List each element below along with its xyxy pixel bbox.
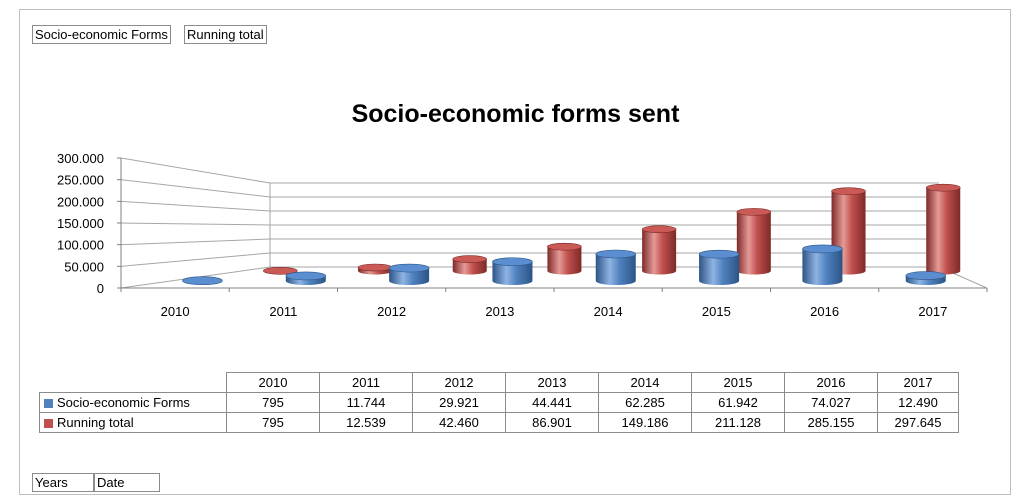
table-cell: 62.285: [598, 392, 692, 413]
gridline: [120, 252, 271, 267]
legend-swatch-red: [44, 419, 53, 428]
x-tick-label: 2014: [594, 304, 623, 319]
data-table-row: Socio-economic Forms 795 11.744 29.921 4…: [39, 392, 959, 413]
x-tick-label: 2011: [269, 304, 297, 319]
bar-socio-economic-forms: [699, 254, 740, 285]
bar-running-total-top: [831, 187, 866, 195]
data-table: 2010 2011 2012 2013 2014 2015 2016 2017 …: [39, 372, 959, 433]
table-cell: 29.921: [412, 392, 506, 413]
x-tick-label: 2015: [702, 304, 731, 319]
table-cell: 285.155: [784, 412, 878, 433]
table-cell: 61.942: [691, 392, 785, 413]
bar-running-total: [547, 246, 582, 275]
table-cell: 74.027: [784, 392, 878, 413]
table-cell: 149.186: [598, 412, 692, 433]
x-tick-label: 2012: [377, 304, 406, 319]
category-label: 2010: [226, 372, 320, 393]
table-cell: 211.128: [691, 412, 785, 433]
bar-socio-economic-forms-top: [595, 249, 637, 259]
bar-running-total-top: [357, 263, 393, 272]
table-cell: 795: [226, 392, 320, 413]
gridline: [120, 200, 271, 212]
table-cell: 795: [226, 412, 320, 433]
bar-running-total-top: [547, 242, 582, 251]
bar-running-total-top: [925, 183, 961, 192]
y-tick-label: 300.000: [57, 151, 104, 166]
table-cell: 12.539: [319, 412, 413, 433]
chart-plot: 0 50.000 100.000 150.000 200.000 250.000 300.0…: [57, 151, 988, 319]
series-name: Socio-economic Forms: [57, 395, 190, 410]
x-tick-label: 2013: [485, 304, 514, 319]
y-tick-label: 200.000: [57, 194, 104, 209]
y-tick-label: 250.000: [57, 173, 104, 188]
chart-title: Socio-economic forms sent: [351, 100, 680, 128]
category-label: 2016: [784, 372, 878, 393]
table-cell: 297.645: [877, 412, 959, 433]
category-label: 2015: [691, 372, 785, 393]
filter-chip-series-2[interactable]: Running total: [184, 25, 267, 44]
table-cell: 44.441: [505, 392, 599, 413]
x-tick-label: 2016: [810, 304, 839, 319]
x-tick-label: 2010: [161, 304, 190, 319]
bar-socio-economic-forms-top: [182, 276, 223, 285]
bar-running-total: [926, 187, 961, 275]
filter-chip-series-1[interactable]: Socio-economic Forms: [32, 25, 171, 44]
gridline: [120, 238, 271, 246]
y-tick-label: 100.000: [57, 238, 104, 253]
bar-socio-economic-forms: [389, 268, 430, 285]
bar-socio-economic-forms-top: [285, 271, 327, 281]
bar-running-total-top: [452, 255, 488, 263]
table-cell: 11.744: [319, 392, 413, 413]
gridline: [120, 222, 271, 226]
bar-socio-economic-forms-top: [388, 263, 430, 273]
category-label: 2012: [412, 372, 506, 393]
bar-socio-economic-forms: [492, 261, 533, 285]
bar-socio-economic-forms-top: [698, 249, 740, 259]
y-tick-label: 150.000: [57, 216, 104, 231]
axis-field-chip-years[interactable]: Years: [32, 473, 94, 492]
y-tick-label: 0: [97, 281, 104, 296]
bar-socio-economic-forms-top: [802, 244, 843, 254]
gridline: [120, 157, 271, 184]
category-label: 2014: [598, 372, 692, 393]
bar-socio-economic-forms-top: [492, 257, 533, 267]
legend-swatch-blue: [44, 399, 53, 408]
axis-field-chip-date[interactable]: Date: [94, 473, 160, 492]
bar-running-total-top: [736, 208, 772, 216]
x-tick-label: 2017: [918, 304, 947, 319]
category-label: 2011: [319, 372, 413, 393]
bar-socio-economic-forms: [595, 254, 636, 285]
table-cell: 86.901: [505, 412, 599, 433]
category-label: 2017: [877, 372, 959, 393]
data-table-row: Running total 795 12.539 42.460 86.901 1…: [39, 412, 959, 433]
bar-socio-economic-forms: [802, 248, 843, 285]
bar-running-total: [452, 259, 487, 275]
bar-running-total-top: [263, 266, 298, 275]
table-cell: 42.460: [412, 412, 506, 433]
bar-socio-economic-forms-top: [905, 271, 947, 280]
bar-running-total: [736, 211, 771, 275]
category-label: 2013: [505, 372, 599, 393]
y-tick-label: 50.000: [64, 259, 104, 274]
series-name: Running total: [57, 415, 134, 430]
data-table-header-row: 2010 2011 2012 2013 2014 2015 2016 2017: [39, 372, 959, 393]
gridline: [120, 179, 271, 198]
bar-running-total: [642, 229, 677, 275]
bar-running-total-top: [641, 225, 677, 234]
table-cell: 12.490: [877, 392, 959, 413]
